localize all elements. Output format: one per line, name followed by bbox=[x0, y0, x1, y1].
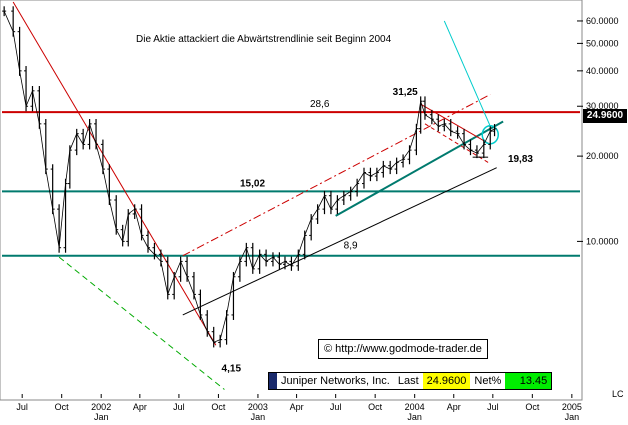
x-tick-sublabel: Jan bbox=[565, 412, 580, 422]
x-tick-label: Jul bbox=[487, 402, 499, 412]
lower-channel-line bbox=[58, 256, 225, 390]
x-tick-label: Oct bbox=[525, 402, 540, 412]
x-tick-label: Apr bbox=[133, 402, 147, 412]
short-uptrend-line bbox=[335, 120, 504, 217]
price-close-path bbox=[3, 10, 495, 343]
ticker-last-label: Last bbox=[393, 373, 423, 389]
y-tick-label: 40.0000 bbox=[586, 66, 619, 76]
x-tick-label: 2005 bbox=[562, 402, 582, 412]
ticker-net-label: Net% bbox=[470, 373, 506, 389]
ticker-bar: Juniper Networks, Inc. Last 24.9600 Net%… bbox=[268, 372, 553, 390]
price-annotation: 8,9 bbox=[344, 241, 358, 252]
reference-line-label: 15,02 bbox=[240, 178, 265, 189]
copyright-credit: © http://www.godmode-trader.de bbox=[318, 339, 488, 359]
chart-title: Die Aktie attackiert die Abwärtstrendlin… bbox=[136, 34, 392, 45]
x-tick-sublabel: Jan bbox=[407, 412, 422, 422]
uptrend-support-line bbox=[182, 167, 497, 316]
y-tick-label: 60.0000 bbox=[586, 16, 619, 26]
corner-label: LC bbox=[612, 389, 624, 399]
x-tick-label: 2002 bbox=[91, 402, 111, 412]
downtrend-line bbox=[12, 1, 217, 346]
x-tick-sublabel: Jan bbox=[94, 412, 109, 422]
x-tick-label: Jul bbox=[16, 402, 28, 412]
reference-line-label: 28,6 bbox=[310, 99, 330, 110]
highlight-pointer-line bbox=[443, 20, 491, 127]
x-tick-label: 2003 bbox=[248, 402, 268, 412]
x-tick-label: Oct bbox=[55, 402, 70, 412]
x-tick-sublabel: Jan bbox=[251, 412, 266, 422]
upper-channel-line bbox=[182, 94, 491, 257]
x-tick-label: Oct bbox=[211, 402, 226, 412]
y-tick-label: 10.0000 bbox=[586, 236, 619, 246]
price-annotation: 31,25 bbox=[393, 87, 418, 98]
ticker-name: Juniper Networks, Inc. bbox=[281, 375, 390, 387]
x-tick-label: Jul bbox=[173, 402, 185, 412]
y-tick-label: 20.0000 bbox=[586, 151, 619, 161]
price-annotation: 4,15 bbox=[222, 364, 242, 375]
x-tick-label: 2004 bbox=[405, 402, 425, 412]
x-tick-label: Apr bbox=[290, 402, 304, 412]
x-tick-label: Apr bbox=[447, 402, 461, 412]
ticker-swatch bbox=[269, 373, 277, 389]
y-tick-label: 50.0000 bbox=[586, 38, 619, 48]
current-price-label: 24.9600 bbox=[583, 109, 627, 123]
ticker-net-value: 13.45 bbox=[505, 373, 552, 389]
downtrend-2004-lower-line bbox=[424, 123, 489, 163]
price-annotation: 19,83 bbox=[508, 154, 533, 165]
x-tick-label: Jul bbox=[330, 402, 342, 412]
ticker-last-value: 24.9600 bbox=[422, 373, 471, 389]
y-tick-label: 30.0000 bbox=[586, 101, 619, 111]
x-tick-label: Oct bbox=[368, 402, 383, 412]
